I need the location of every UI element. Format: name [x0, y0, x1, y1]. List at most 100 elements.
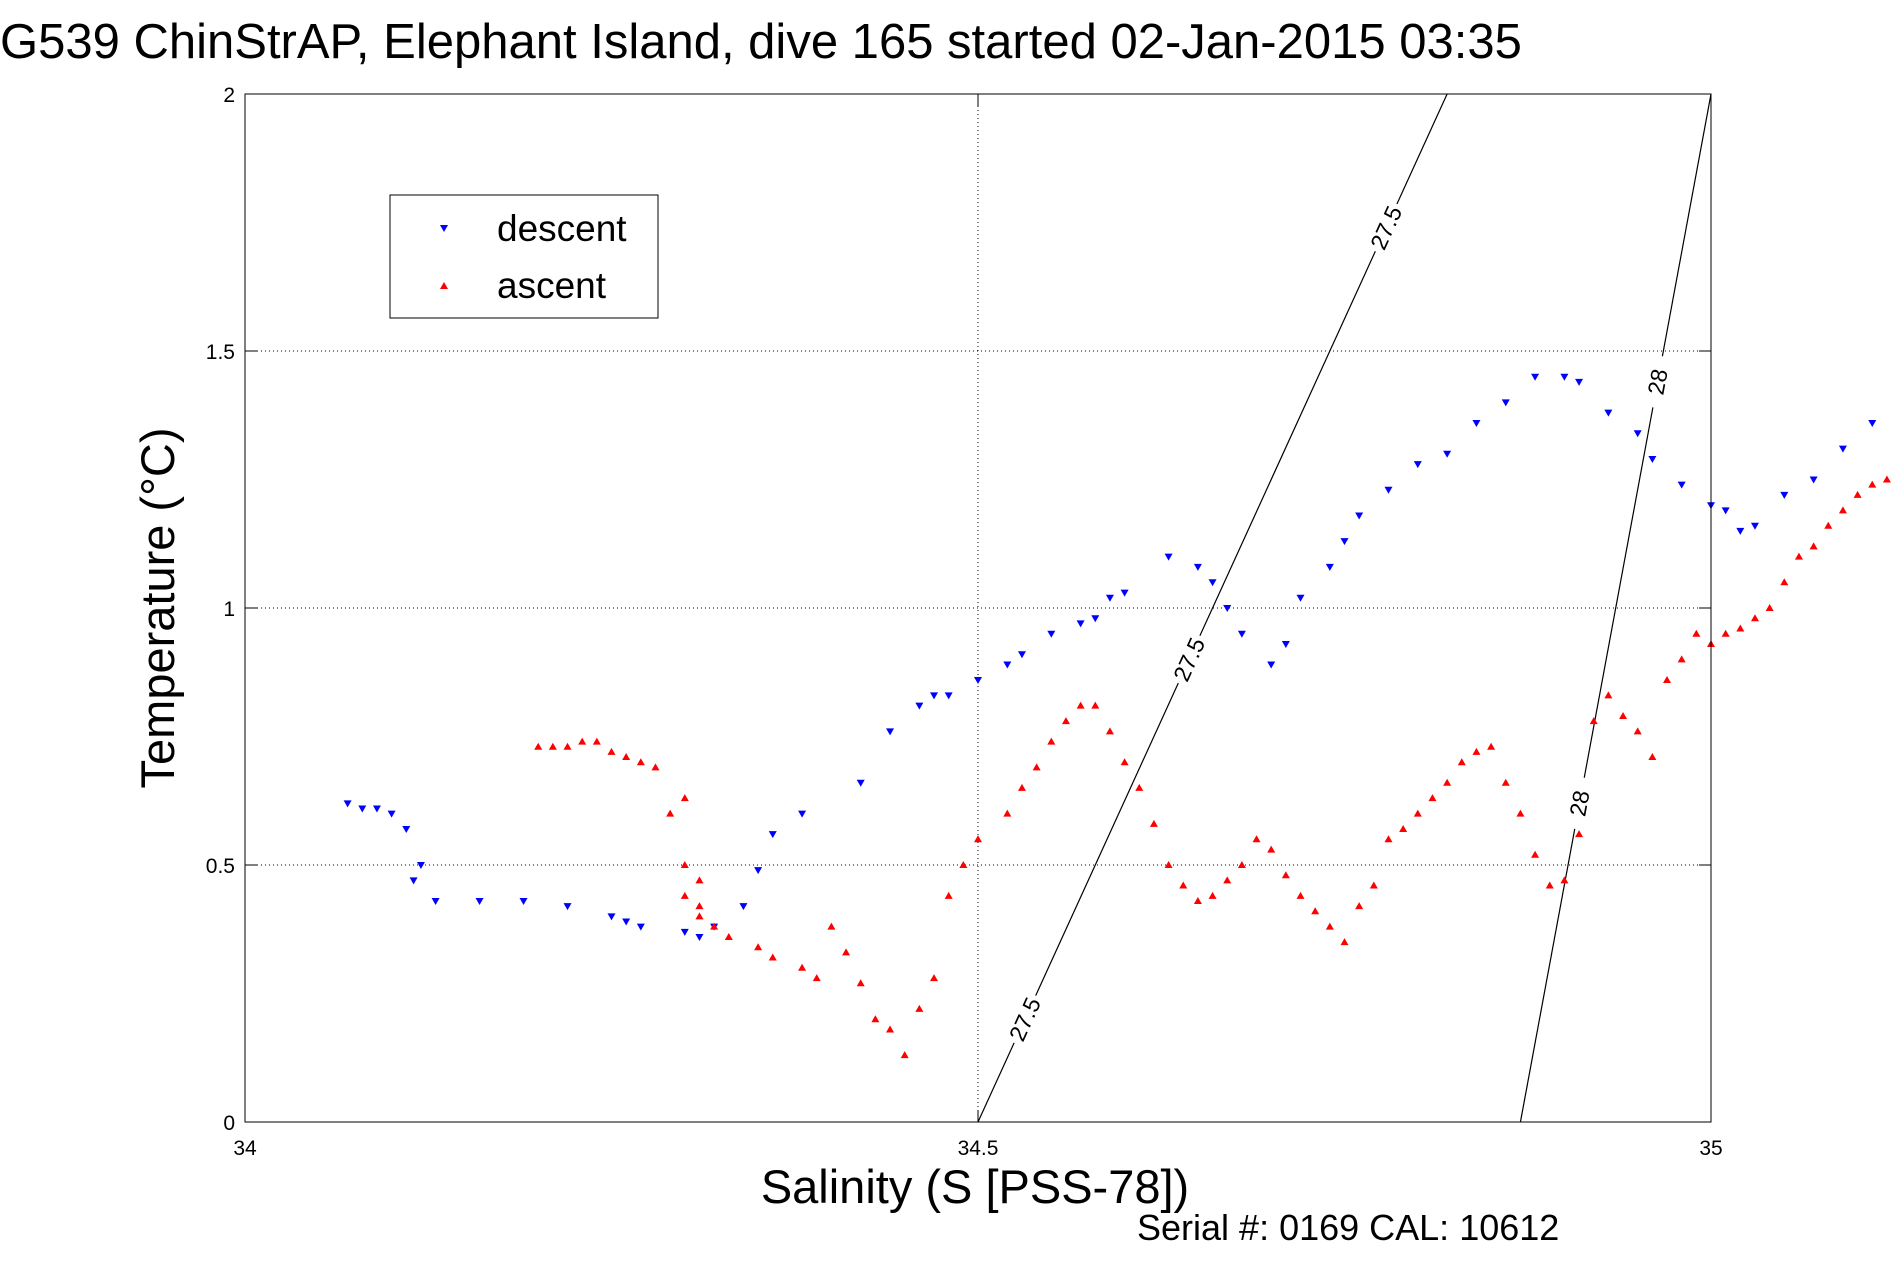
descent-point: [856, 779, 865, 787]
x-tick-label: 34: [233, 1137, 257, 1160]
ascent-point: [1311, 907, 1320, 915]
legend-ascent-label: ascent: [497, 265, 607, 306]
ascent-point: [1325, 922, 1334, 930]
ascent-point: [974, 835, 982, 843]
ascent-point: [1135, 783, 1144, 791]
ascent-point: [1355, 902, 1364, 910]
descent-point: [1750, 522, 1759, 530]
descent-point: [1017, 651, 1026, 659]
ascent-point: [710, 922, 719, 930]
ascent-point: [1633, 727, 1642, 735]
contour-label-bg: [1560, 775, 1599, 832]
descent-point: [754, 867, 763, 875]
ascent-point: [1868, 480, 1877, 488]
ascent-point: [1091, 701, 1100, 709]
descent-point: [1281, 640, 1290, 648]
ascent-point: [1399, 825, 1408, 833]
descent-point: [431, 897, 440, 905]
descent-point: [475, 897, 484, 905]
ascent-point: [534, 742, 543, 750]
descent-point: [1325, 563, 1334, 571]
ascent-point: [900, 1051, 909, 1059]
descent-point: [1296, 594, 1305, 602]
descent-point: [695, 933, 704, 941]
descent-point: [409, 877, 418, 885]
contour-label: 28: [1564, 788, 1594, 818]
ascent-point: [666, 809, 675, 817]
descent-point: [1868, 419, 1877, 427]
descent-point: [1560, 373, 1569, 381]
descent-point: [358, 805, 367, 813]
ascent-point: [1061, 717, 1070, 725]
descent-point: [1208, 579, 1217, 587]
y-tick-label: 0.5: [206, 855, 235, 878]
ascent-point: [930, 974, 939, 982]
descent-point: [1047, 630, 1056, 638]
ascent-point: [1047, 737, 1056, 745]
ascent-point: [1267, 845, 1276, 853]
ascent-point: [768, 953, 777, 961]
x-axis-label: Salinity (S [PSS-78]): [761, 1160, 1189, 1213]
ascent-point: [607, 747, 616, 755]
descent-point: [1780, 491, 1789, 499]
ascent-point: [1882, 475, 1891, 483]
descent-point: [768, 831, 777, 839]
descent-point: [1443, 450, 1452, 458]
contour-line-27.5: [977, 93, 1448, 1123]
ascent-point: [1076, 701, 1085, 709]
x-tick-label: 35: [1699, 1137, 1722, 1160]
descent-point: [636, 923, 645, 931]
descent-point: [1838, 445, 1847, 453]
ascent-point: [1120, 758, 1129, 766]
descent-point: [974, 676, 982, 684]
descent-point: [915, 702, 924, 710]
descent-point: [416, 862, 425, 869]
ascent-point: [827, 922, 836, 930]
descent-point: [1633, 430, 1642, 438]
descent-point: [1076, 620, 1085, 628]
ascent-point: [1281, 871, 1290, 879]
descent-point: [1223, 605, 1232, 612]
ascent-point: [1017, 783, 1026, 791]
contour-line-28: [1519, 93, 1712, 1123]
ascent-point: [548, 742, 557, 750]
ascent-point: [1340, 938, 1349, 946]
descent-point: [886, 728, 895, 736]
ascent-point: [1780, 578, 1789, 586]
chart-title: G539 ChinStrAP, Elephant Island, dive 16…: [0, 15, 1522, 69]
ascent-point: [1692, 629, 1701, 637]
ascent-point: [812, 974, 821, 982]
descent-point: [1677, 481, 1686, 489]
descent-point: [1003, 661, 1012, 669]
ascent-point: [1545, 881, 1554, 889]
ascent-point: [871, 1015, 880, 1023]
data-points: [343, 373, 1891, 1059]
descent-point: [519, 897, 528, 905]
serial-cal-footer: Serial #: 0169 CAL: 10612: [1137, 1207, 1559, 1248]
ascent-point: [1384, 835, 1393, 843]
grid: [245, 94, 1711, 1122]
ascent-point: [1413, 809, 1422, 817]
ascent-point: [1032, 763, 1041, 771]
descent-point: [343, 800, 352, 808]
descent-point: [1721, 507, 1730, 515]
ascent-point: [636, 758, 645, 766]
descent-point: [1091, 615, 1100, 623]
descent-point: [1340, 538, 1349, 546]
ascent-point: [1750, 614, 1759, 622]
descent-point: [1237, 630, 1246, 638]
ascent-point: [915, 1004, 924, 1012]
legend-ascent-marker: [440, 282, 448, 289]
ascent-point: [1794, 552, 1803, 560]
ascent-point: [622, 753, 631, 761]
descent-point: [622, 918, 631, 926]
x-tick-label: 34.5: [958, 1137, 999, 1160]
descent-point: [1648, 455, 1657, 463]
descent-point: [563, 903, 572, 911]
ascent-point: [1501, 778, 1510, 786]
y-tick-label: 1: [223, 598, 235, 621]
ascent-point: [1149, 819, 1158, 827]
contour-label-bg: [1001, 989, 1049, 1049]
ascent-point: [680, 891, 689, 899]
ascent-point: [1208, 891, 1217, 899]
